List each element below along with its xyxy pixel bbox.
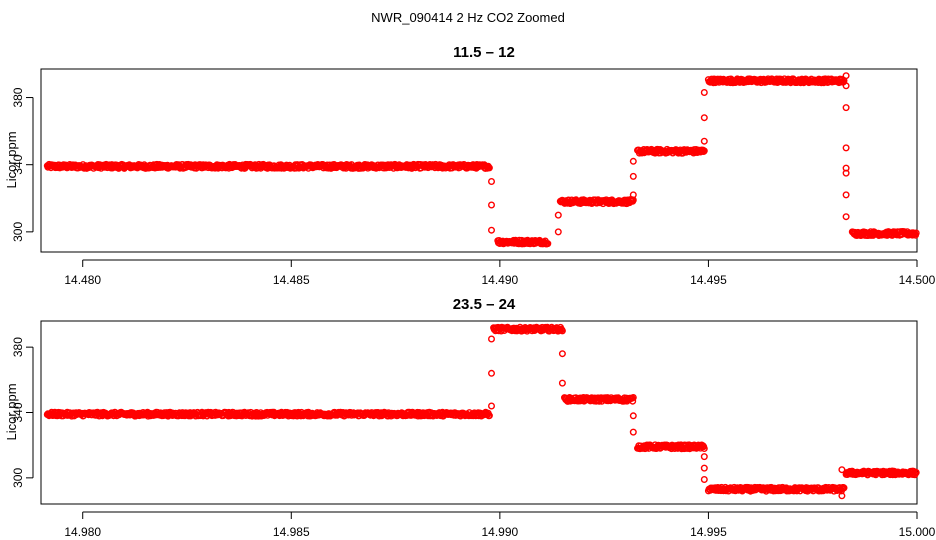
x-tick-label: 14.990 <box>482 525 519 539</box>
data-point <box>544 240 552 248</box>
data-point <box>629 157 637 165</box>
data-point <box>700 88 708 96</box>
x-tick-label: 14.480 <box>64 273 101 287</box>
x-axis: 14.480 14.485 14.490 14.495 14.500 <box>64 259 936 287</box>
y-tick-label: 340 <box>11 402 25 422</box>
data-point <box>700 114 708 122</box>
chart-title: 11.5 – 12 <box>453 44 515 61</box>
data-point <box>842 169 850 177</box>
x-tick-label: 14.985 <box>273 525 310 539</box>
data-point <box>700 137 708 145</box>
y-tick-label: 380 <box>11 87 25 107</box>
data-point <box>838 492 846 500</box>
data-point <box>485 412 493 420</box>
data-point <box>488 402 496 410</box>
y-axis: 300 340 380 <box>11 337 34 488</box>
data-point <box>700 453 708 461</box>
data-series <box>43 72 920 248</box>
data-point <box>629 397 637 405</box>
x-tick-label: 14.490 <box>482 273 519 287</box>
data-point <box>700 147 708 155</box>
x-tick-label: 14.485 <box>273 273 310 287</box>
data-point <box>629 428 637 436</box>
data-point <box>840 484 848 492</box>
plot-frame <box>40 68 918 253</box>
data-point <box>912 469 920 477</box>
data-point <box>842 144 850 152</box>
data-point <box>558 327 566 335</box>
data-point <box>700 464 708 472</box>
data-point <box>488 201 496 209</box>
y-tick-label: 380 <box>11 337 25 357</box>
data-point <box>488 226 496 234</box>
data-point <box>558 350 566 358</box>
x-axis: 14.980 14.985 14.990 14.995 15.000 <box>64 511 936 539</box>
x-tick-label: 14.495 <box>690 273 727 287</box>
x-tick-label: 14.980 <box>64 525 101 539</box>
page-title: NWR_090414 2 Hz CO2 Zoomed <box>371 10 565 25</box>
data-point <box>554 211 562 219</box>
data-point <box>629 191 637 199</box>
data-point <box>912 229 920 237</box>
data-point <box>842 213 850 221</box>
chart-panel-bottom: 23.5 – 24 Licor ppm 14.980 14.985 14.990 14… <box>4 296 936 539</box>
data-point <box>629 412 637 420</box>
data-point <box>842 104 850 112</box>
data-point <box>485 164 493 172</box>
chart-panel-top: 11.5 – 12 Licor ppm 14.480 14.485 14.490 14… <box>4 44 936 287</box>
y-tick-label: 300 <box>11 222 25 242</box>
data-point <box>488 369 496 377</box>
x-tick-label: 15.000 <box>899 525 936 539</box>
chart-title: 23.5 – 24 <box>453 296 516 313</box>
data-series <box>43 323 920 500</box>
data-point <box>629 172 637 180</box>
data-point <box>488 335 496 343</box>
x-tick-label: 14.500 <box>899 273 936 287</box>
data-point <box>700 476 708 484</box>
data-point <box>554 228 562 236</box>
data-point <box>842 72 850 80</box>
data-point <box>842 191 850 199</box>
y-axis-label: Licor ppm <box>4 383 19 440</box>
data-point <box>629 394 637 402</box>
y-tick-label: 300 <box>11 468 25 488</box>
x-tick-label: 14.995 <box>690 525 727 539</box>
data-point <box>700 445 708 453</box>
y-axis: 300 340 380 <box>11 87 34 242</box>
y-axis-label: Licor ppm <box>4 131 19 188</box>
data-point <box>558 379 566 387</box>
data-point <box>838 466 846 474</box>
data-point <box>488 177 496 185</box>
plot-frame <box>40 320 918 505</box>
y-tick-label: 340 <box>11 154 25 174</box>
data-point <box>842 82 850 90</box>
